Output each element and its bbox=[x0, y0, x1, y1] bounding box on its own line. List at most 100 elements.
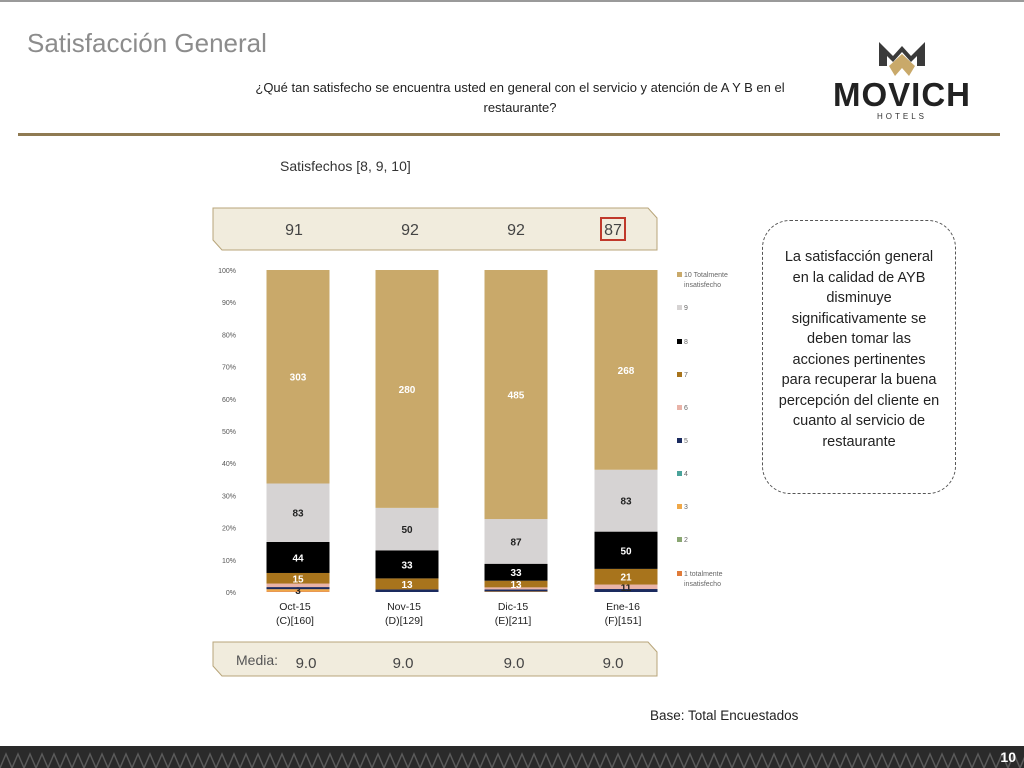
bar-data-label: 33 bbox=[401, 560, 413, 571]
legend-label: 6 bbox=[684, 405, 688, 412]
legend-label: 7 bbox=[684, 372, 688, 379]
movich-logo: MOVICH HOTELS bbox=[833, 42, 971, 121]
y-tick-label: 0% bbox=[226, 590, 236, 597]
bar-segment bbox=[375, 578, 439, 590]
y-tick-label: 60% bbox=[222, 397, 236, 404]
bar-data-label: 21 bbox=[620, 573, 632, 584]
satisfied-band bbox=[212, 207, 658, 251]
bar-data-label: 303 bbox=[290, 373, 307, 384]
y-tick-label: 90% bbox=[222, 300, 236, 307]
bar-data-label: 87 bbox=[510, 537, 522, 548]
bar-segment bbox=[594, 584, 658, 590]
bar-segment bbox=[266, 583, 330, 588]
bar-data-label: 268 bbox=[618, 366, 635, 377]
legend-label: 9 bbox=[684, 305, 688, 312]
bar-data-label: 11 bbox=[621, 583, 632, 594]
bar-data-label: 50 bbox=[401, 525, 413, 536]
bar-data-label: 3 bbox=[295, 586, 301, 597]
legend-label: 4 bbox=[684, 471, 688, 478]
satisfied-value: 92 bbox=[401, 222, 419, 239]
bar-segment bbox=[375, 550, 439, 579]
y-tick-label: 100% bbox=[218, 268, 236, 275]
legend-label: 5 bbox=[684, 438, 688, 445]
y-tick-label: 80% bbox=[222, 332, 236, 339]
category-label: Oct-15 bbox=[279, 601, 311, 613]
bar-data-label: 485 bbox=[508, 391, 525, 402]
bar-segment bbox=[266, 270, 330, 484]
bar-segment bbox=[266, 591, 330, 592]
bar-segment bbox=[375, 589, 439, 592]
bar-segment bbox=[594, 469, 658, 532]
y-tick-label: 10% bbox=[222, 558, 236, 565]
y-tick-label: 40% bbox=[222, 461, 236, 468]
callout-box: La satisfacción general en la calidad de… bbox=[762, 220, 956, 494]
logo-wordmark: MOVICH bbox=[833, 76, 971, 113]
category-sublabel: (D)[129] bbox=[385, 615, 423, 627]
legend-swatch bbox=[677, 537, 682, 542]
legend-label: 3 bbox=[684, 504, 688, 511]
logo-subtext: HOTELS bbox=[877, 112, 927, 121]
media-label: Media: bbox=[236, 652, 278, 668]
survey-question: ¿Qué tan satisfecho se encuentra usted e… bbox=[255, 80, 785, 115]
bar-data-label: 44 bbox=[292, 553, 304, 564]
legend-swatch bbox=[677, 305, 682, 310]
bar-segment bbox=[266, 541, 330, 573]
legend-label: 1 totalmente bbox=[684, 571, 723, 578]
media-value: 9.0 bbox=[603, 655, 624, 672]
bar-data-label: 83 bbox=[620, 497, 632, 508]
bar-segment bbox=[594, 568, 658, 585]
bar-segment bbox=[375, 270, 439, 508]
media-band bbox=[212, 641, 658, 677]
legend-swatch bbox=[677, 471, 682, 476]
media-value: 9.0 bbox=[296, 655, 317, 672]
bar-segment bbox=[266, 572, 330, 584]
legend-swatch bbox=[677, 339, 682, 344]
legend-label: 8 bbox=[684, 339, 688, 346]
bar-data-label: 50 bbox=[620, 546, 632, 557]
bar-segment bbox=[266, 483, 330, 542]
page-number: 10 bbox=[1000, 749, 1016, 765]
category-label: Nov-15 bbox=[387, 601, 421, 613]
y-tick-label: 50% bbox=[222, 429, 236, 436]
y-tick-label: 30% bbox=[222, 493, 236, 500]
category-label: Dic-15 bbox=[498, 601, 529, 613]
header-divider bbox=[18, 133, 1000, 136]
bar-data-label: 83 bbox=[292, 509, 304, 520]
satisfied-value: 87 bbox=[604, 222, 622, 239]
legend-label: 2 bbox=[684, 537, 688, 544]
satisfied-value: 92 bbox=[507, 222, 525, 239]
bar-segment bbox=[484, 563, 548, 581]
legend-swatch bbox=[677, 438, 682, 443]
top-border bbox=[0, 0, 1024, 2]
category-sublabel: (F)[151] bbox=[605, 615, 642, 627]
bar-data-label: 280 bbox=[399, 385, 416, 396]
bar-segment bbox=[484, 587, 548, 590]
satisfied-value: 91 bbox=[285, 222, 303, 239]
bar-segment bbox=[484, 591, 548, 592]
legend-swatch bbox=[677, 571, 682, 576]
bar-segment bbox=[266, 589, 330, 592]
legend-swatch bbox=[677, 405, 682, 410]
decorative-bottom-band bbox=[0, 746, 1024, 768]
bar-segment bbox=[484, 270, 548, 520]
bar-segment bbox=[266, 587, 330, 590]
bar-segment bbox=[594, 531, 658, 569]
bar-data-label: 15 bbox=[292, 574, 304, 585]
media-value: 9.0 bbox=[504, 655, 525, 672]
bar-segment bbox=[484, 589, 548, 592]
y-tick-label: 70% bbox=[222, 365, 236, 372]
legend-swatch bbox=[677, 504, 682, 509]
bar-data-label: 13 bbox=[401, 580, 413, 591]
highlight-box bbox=[600, 217, 626, 241]
media-value: 9.0 bbox=[393, 655, 414, 672]
bar-data-label: 13 bbox=[510, 580, 522, 591]
y-tick-label: 20% bbox=[222, 526, 236, 533]
legend-label: insatisfecho bbox=[684, 581, 721, 588]
chart-subtitle: Satisfechos [8, 9, 10] bbox=[280, 158, 411, 174]
legend-label: 10 Totalmente bbox=[684, 272, 728, 279]
bar-segment bbox=[375, 507, 439, 551]
category-sublabel: (E)[211] bbox=[495, 615, 532, 627]
page-title: Satisfacción General bbox=[27, 28, 267, 58]
legend-swatch bbox=[677, 272, 682, 277]
